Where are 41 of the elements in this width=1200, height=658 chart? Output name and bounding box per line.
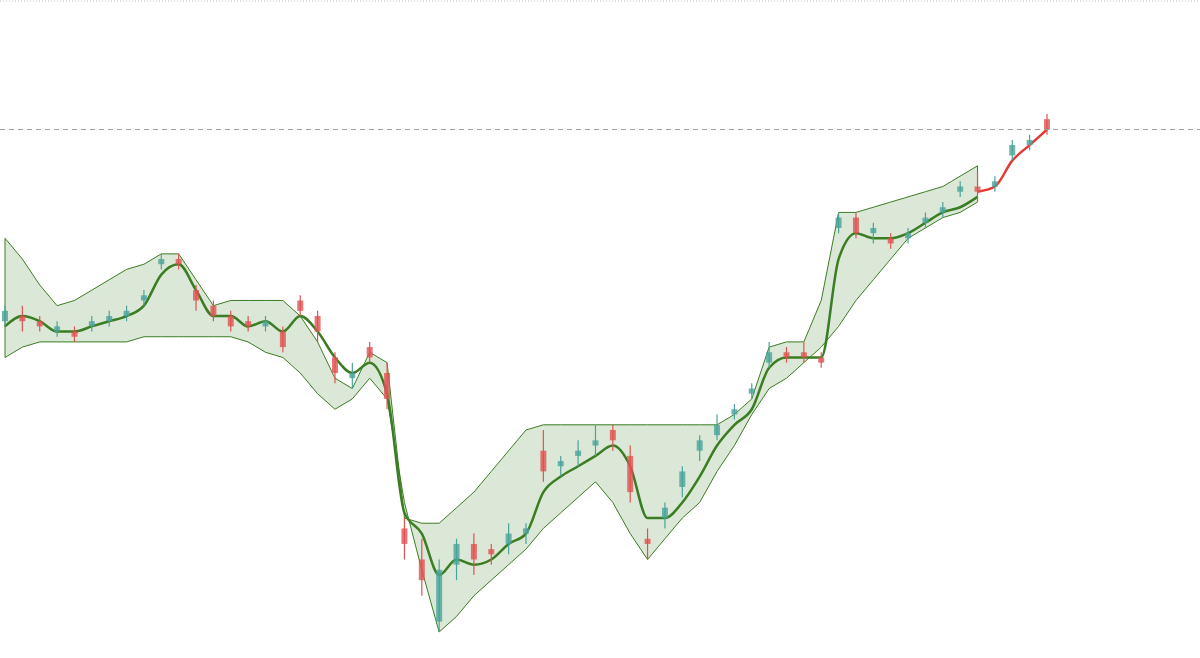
candlestick [1044, 113, 1050, 136]
candlestick [592, 424, 599, 457]
candlestick [349, 362, 356, 390]
candlestick [314, 310, 321, 343]
candlestick [453, 538, 460, 581]
candlestick [523, 522, 529, 545]
candlestick [488, 543, 495, 566]
candlestick [1009, 139, 1016, 162]
candlestick [470, 532, 477, 576]
candlestick [991, 175, 998, 193]
candlestick [679, 465, 686, 498]
candlestick [835, 211, 842, 234]
candlestick [905, 227, 912, 245]
candlestick [696, 434, 703, 462]
candlestick [870, 222, 877, 245]
candlestick [609, 424, 616, 452]
candlestick [557, 455, 564, 478]
candlestick [800, 341, 807, 364]
candlestick [766, 341, 773, 369]
candlestick [661, 501, 668, 529]
candlestick [644, 527, 651, 561]
candlestick [366, 341, 373, 364]
candlestick [2, 305, 8, 327]
candlestick [245, 315, 252, 333]
candlestick [54, 320, 61, 338]
candlestick [19, 305, 26, 333]
candlestick [418, 538, 425, 597]
candlestick [227, 310, 234, 333]
candlestick [714, 413, 721, 441]
candlestick [331, 351, 338, 384]
candlestick [852, 211, 859, 239]
candlestick [279, 325, 286, 353]
candlestick [505, 522, 512, 555]
candlestick [540, 429, 547, 483]
candlestick [297, 294, 304, 317]
candlestick [401, 517, 408, 561]
candlestick [210, 299, 217, 322]
candlestick [974, 170, 981, 203]
candlestick [575, 439, 582, 467]
candlestick [193, 284, 200, 312]
candlestick [140, 289, 147, 307]
